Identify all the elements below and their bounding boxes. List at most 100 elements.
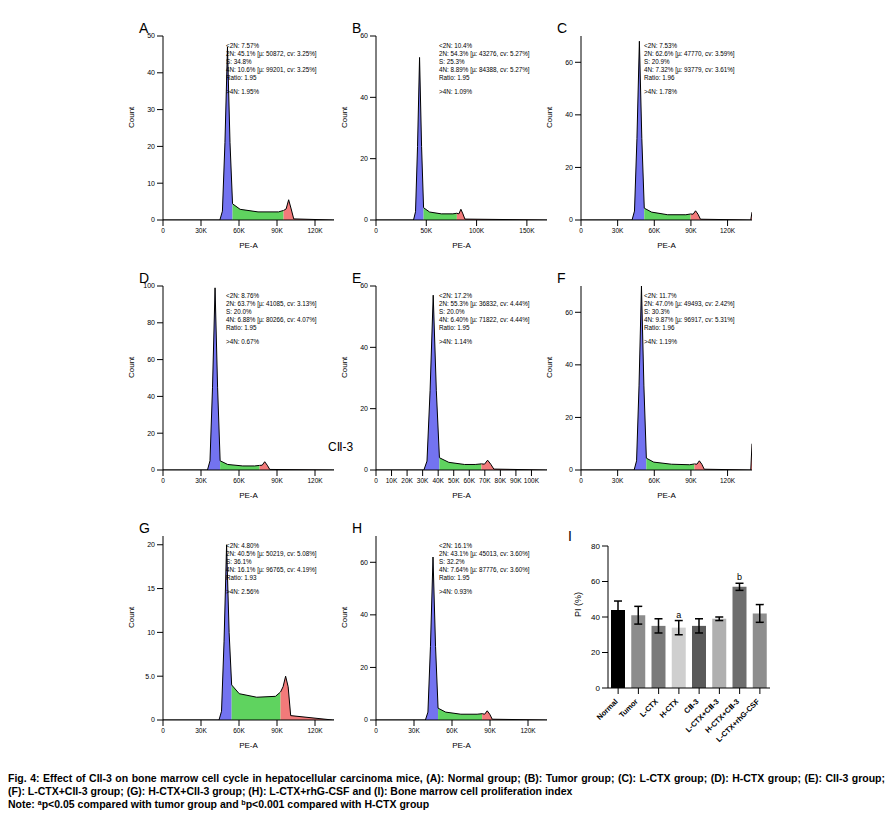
svg-text:5.0: 5.0 xyxy=(145,673,155,680)
svg-text:60K: 60K xyxy=(463,477,475,484)
svg-text:40: 40 xyxy=(591,613,600,622)
svg-text:150K: 150K xyxy=(519,227,535,234)
svg-text:30K: 30K xyxy=(408,727,420,734)
svg-text:10K: 10K xyxy=(386,477,398,484)
svg-text:PE-A: PE-A xyxy=(452,241,471,250)
svg-text:20: 20 xyxy=(565,164,573,171)
svg-text:120K: 120K xyxy=(720,227,736,234)
svg-text:40: 40 xyxy=(360,94,368,101)
svg-text:Count: Count xyxy=(340,606,349,628)
svg-text:30K: 30K xyxy=(612,477,624,484)
svg-text:Count: Count xyxy=(545,356,554,378)
svg-text:15: 15 xyxy=(147,585,155,592)
svg-text:10: 10 xyxy=(147,180,155,187)
svg-text:a: a xyxy=(676,610,681,620)
svg-text:0: 0 xyxy=(364,466,368,473)
svg-text:60K: 60K xyxy=(233,227,245,234)
svg-text:60: 60 xyxy=(360,282,368,289)
svg-text:Count: Count xyxy=(340,356,349,378)
svg-text:0: 0 xyxy=(161,477,165,484)
svg-text:PE-A: PE-A xyxy=(239,241,258,250)
svg-text:80K: 80K xyxy=(495,477,507,484)
svg-text:90K: 90K xyxy=(271,727,283,734)
svg-text:20: 20 xyxy=(360,664,368,671)
svg-text:0: 0 xyxy=(596,684,601,693)
svg-text:PE-A: PE-A xyxy=(657,491,676,500)
svg-text:20: 20 xyxy=(360,405,368,412)
svg-text:100K: 100K xyxy=(469,227,485,234)
svg-text:0: 0 xyxy=(374,227,378,234)
svg-text:120K: 120K xyxy=(307,477,323,484)
svg-text:0: 0 xyxy=(161,727,165,734)
svg-text:0: 0 xyxy=(569,466,573,473)
svg-text:20: 20 xyxy=(147,430,155,437)
svg-text:Count: Count xyxy=(340,106,349,128)
svg-text:20: 20 xyxy=(565,414,573,421)
svg-text:0: 0 xyxy=(161,227,165,234)
svg-text:50: 50 xyxy=(147,32,155,39)
svg-text:30: 30 xyxy=(147,106,155,113)
svg-text:0: 0 xyxy=(364,716,368,723)
svg-text:60K: 60K xyxy=(648,227,660,234)
svg-text:60K: 60K xyxy=(233,727,245,734)
svg-text:PE-A: PE-A xyxy=(239,491,258,500)
svg-text:90K: 90K xyxy=(271,227,283,234)
svg-text:0: 0 xyxy=(579,477,583,484)
svg-text:L-CTX+rhG-CSF: L-CTX+rhG-CSF xyxy=(714,697,761,744)
svg-text:30K: 30K xyxy=(195,727,207,734)
svg-text:Count: Count xyxy=(127,356,136,378)
svg-text:Count: Count xyxy=(127,106,136,128)
svg-text:20: 20 xyxy=(147,541,155,548)
svg-text:0: 0 xyxy=(374,727,378,734)
svg-text:H-CTX: H-CTX xyxy=(658,697,681,720)
svg-text:Normal: Normal xyxy=(595,697,620,722)
svg-text:60K: 60K xyxy=(233,477,245,484)
svg-text:90K: 90K xyxy=(685,227,697,234)
svg-text:b: b xyxy=(737,572,742,582)
svg-text:80: 80 xyxy=(147,319,155,326)
svg-text:90K: 90K xyxy=(271,477,283,484)
svg-text:60: 60 xyxy=(360,32,368,39)
svg-text:PI (%): PI (%) xyxy=(573,592,583,617)
svg-text:0: 0 xyxy=(151,216,155,223)
svg-text:20: 20 xyxy=(147,143,155,150)
svg-text:60: 60 xyxy=(147,356,155,363)
svg-text:PE-A: PE-A xyxy=(239,741,258,750)
svg-text:80: 80 xyxy=(591,542,600,551)
svg-text:60K: 60K xyxy=(648,477,660,484)
svg-text:30K: 30K xyxy=(417,477,429,484)
svg-text:90K: 90K xyxy=(484,727,496,734)
svg-text:40: 40 xyxy=(147,69,155,76)
svg-text:120K: 120K xyxy=(307,727,323,734)
svg-text:30K: 30K xyxy=(195,477,207,484)
svg-text:50K: 50K xyxy=(448,477,460,484)
svg-text:PE-A: PE-A xyxy=(452,491,471,500)
svg-text:60: 60 xyxy=(565,59,573,66)
svg-text:40: 40 xyxy=(565,111,573,118)
svg-text:90K: 90K xyxy=(510,477,522,484)
svg-text:60: 60 xyxy=(565,309,573,316)
svg-text:40: 40 xyxy=(360,344,368,351)
svg-text:60: 60 xyxy=(591,577,600,586)
svg-text:120K: 120K xyxy=(307,227,323,234)
svg-text:100K: 100K xyxy=(524,477,540,484)
svg-text:0: 0 xyxy=(151,466,155,473)
svg-text:PE-A: PE-A xyxy=(452,741,471,750)
svg-text:0: 0 xyxy=(569,216,573,223)
svg-text:40K: 40K xyxy=(432,477,444,484)
svg-text:Count: Count xyxy=(545,106,554,128)
svg-text:30K: 30K xyxy=(195,227,207,234)
svg-text:0: 0 xyxy=(364,216,368,223)
svg-text:20K: 20K xyxy=(401,477,413,484)
svg-text:40: 40 xyxy=(147,393,155,400)
svg-text:Count: Count xyxy=(127,606,136,628)
svg-text:100: 100 xyxy=(143,282,155,289)
svg-text:0: 0 xyxy=(579,227,583,234)
svg-text:30K: 30K xyxy=(612,227,624,234)
svg-text:Tumor: Tumor xyxy=(617,697,640,720)
svg-text:40: 40 xyxy=(360,611,368,618)
svg-text:0: 0 xyxy=(151,716,155,723)
svg-text:20: 20 xyxy=(360,155,368,162)
svg-text:120K: 120K xyxy=(720,477,736,484)
svg-text:20: 20 xyxy=(591,648,600,657)
